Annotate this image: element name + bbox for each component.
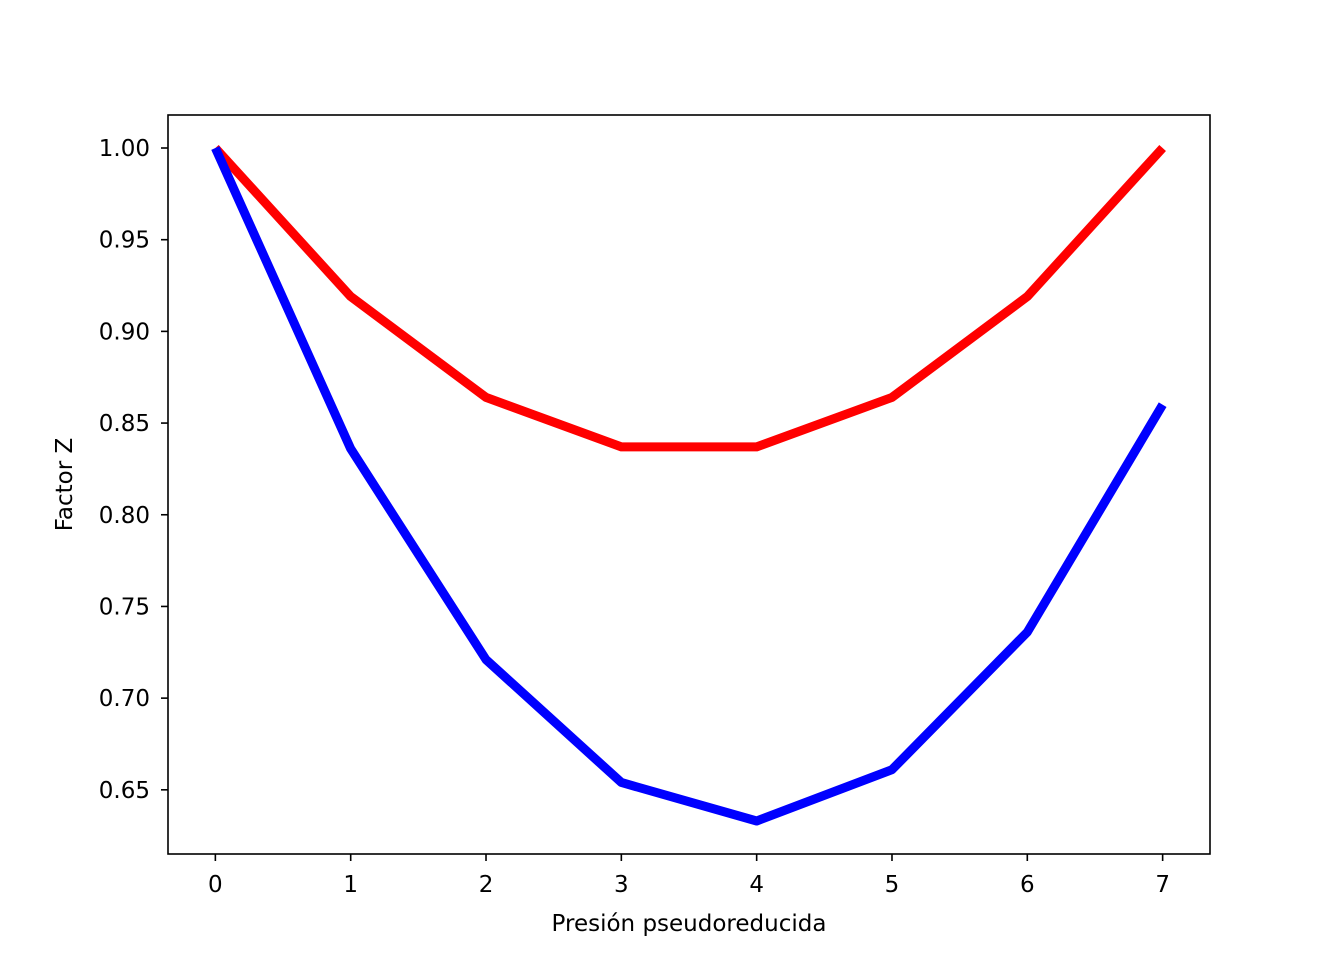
plot-frame (167, 114, 1211, 855)
y-tick-label: 0.95 (99, 228, 150, 254)
x-tick-label: 4 (749, 872, 764, 898)
y-tick-label: 0.65 (99, 778, 150, 804)
series-line-1 (212, 144, 1166, 452)
y-axis-label: Factor Z (52, 438, 78, 531)
y-tick-label: 0.80 (99, 503, 150, 529)
y-tick-label: 1.00 (99, 136, 150, 162)
y-tick-label: 0.70 (99, 686, 150, 712)
x-tick-label: 0 (208, 872, 223, 898)
y-tick-label: 0.90 (99, 319, 150, 345)
series-line-2 (211, 146, 1167, 826)
x-tick-label: 7 (1155, 872, 1170, 898)
x-tick-label: 2 (479, 872, 494, 898)
y-tick-label: 0.75 (99, 594, 150, 620)
y-axis: 0.65 0.70 0.75 0.80 0.85 0.90 0.95 1.00 (99, 136, 168, 804)
x-axis: 0 1 2 3 4 5 6 7 (208, 854, 1170, 898)
x-tick-label: 1 (343, 872, 358, 898)
x-axis-label: Presión pseudoreducida (552, 911, 827, 937)
series-layer (211, 144, 1167, 826)
x-tick-label: 5 (885, 872, 900, 898)
x-tick-label: 6 (1020, 872, 1035, 898)
x-tick-label: 3 (614, 872, 629, 898)
y-tick-label: 0.85 (99, 411, 150, 437)
